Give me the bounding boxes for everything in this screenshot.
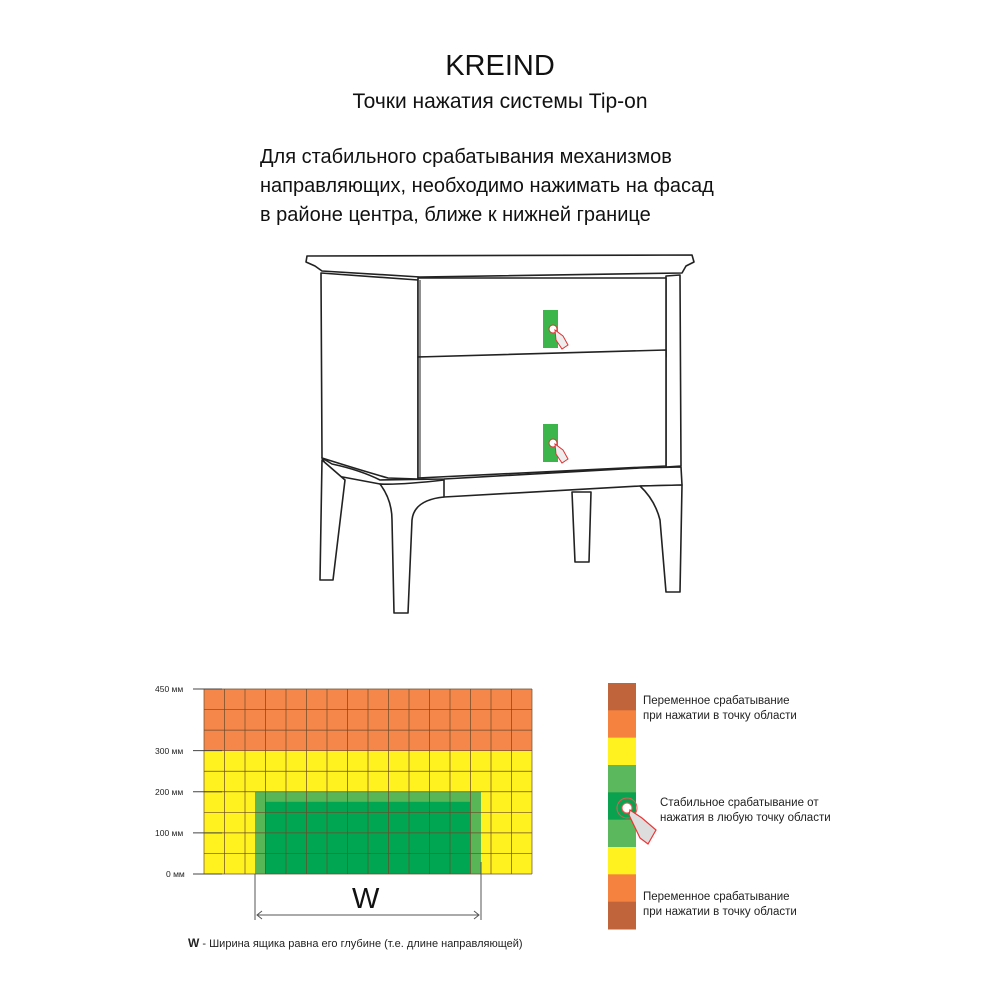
width-label: W: [352, 883, 380, 915]
width-note: W - Ширина ящика равна его глубине (т.е.…: [188, 936, 523, 950]
description-line: в районе центра, ближе к нижней границе: [260, 204, 651, 226]
description-line: Для стабильного срабатывания механизмов: [260, 146, 672, 168]
legend-line: при нажатии в точку области: [643, 906, 797, 918]
press-marker-bottom: [543, 424, 569, 464]
legend-swatch: [608, 737, 636, 766]
drawer-bottom: [417, 349, 667, 479]
leg-right: [639, 484, 683, 593]
arrowheads: [256, 910, 480, 920]
legend-swatch: [608, 683, 636, 711]
legend-line: Стабильное срабатывание от: [660, 797, 819, 809]
nightstand-drawing: [305, 254, 695, 614]
legend-swatch: [608, 710, 636, 739]
note-key: W: [188, 936, 200, 950]
description-line: направляющих, необходимо нажимать на фас…: [260, 175, 714, 197]
brand-title: KREIND: [445, 50, 555, 82]
tick-label: 0 мм: [166, 869, 185, 879]
tabletop: [305, 254, 695, 278]
tick-label: 100 мм: [155, 828, 184, 838]
legend-item-variable-bottom: Переменное срабатывание при нажатии в то…: [643, 890, 797, 920]
legend-swatch: [608, 901, 636, 930]
subtitle: Точки нажатия системы Tip-on: [352, 90, 648, 113]
press-ring-icon: [616, 797, 638, 819]
tick-label: 450 мм: [155, 684, 184, 694]
legend-line: нажатия в любую точку области: [660, 812, 831, 824]
legend-line: Переменное срабатывание: [643, 891, 790, 903]
legend-swatch: [608, 847, 636, 875]
tick-label: 300 мм: [155, 746, 184, 756]
description: Для стабильного срабатывания механизмов …: [260, 143, 714, 230]
legend-line: Переменное срабатывание: [643, 695, 790, 707]
legend-line: при нажатии в точку области: [643, 710, 797, 722]
note-text: - Ширина ящика равна его глубине (т.е. д…: [199, 938, 523, 950]
legend-item-variable-top: Переменное срабатывание при нажатии в то…: [643, 694, 797, 724]
legend-swatch: [608, 819, 636, 848]
hand-pointer-icon: [628, 809, 657, 845]
legend-swatch: [608, 765, 636, 793]
legend-item-stable: Стабильное срабатывание от нажатия в люб…: [660, 796, 831, 826]
stable-zone-inner: [265, 801, 470, 874]
leg-back: [571, 491, 592, 563]
tick-label: 200 мм: [155, 787, 184, 797]
leg-front-center: [379, 479, 445, 614]
leg-front-left: [319, 459, 346, 581]
legend-swatch: [608, 874, 636, 903]
press-marker-top: [543, 310, 569, 350]
